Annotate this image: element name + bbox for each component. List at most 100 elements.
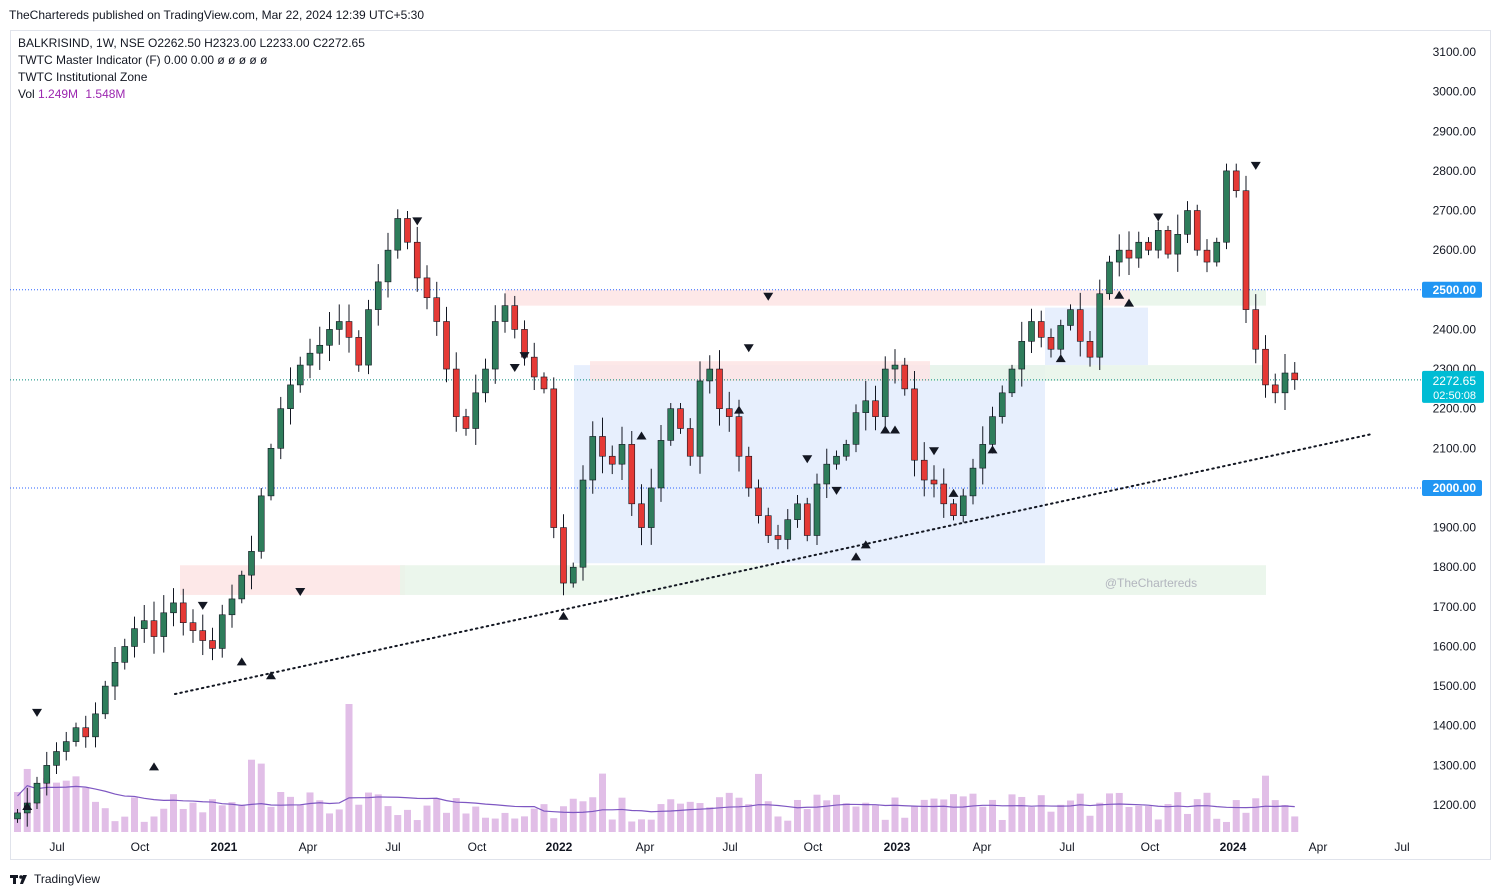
candle-body [511, 305, 519, 330]
candle [813, 473, 821, 546]
volume-bar [725, 792, 733, 832]
candle [725, 391, 733, 432]
candle-body [472, 392, 480, 429]
candle [1037, 310, 1045, 348]
volume-bar [384, 806, 392, 832]
price-tick-label: 1600.00 [1433, 639, 1477, 653]
volume-bar [686, 801, 694, 832]
candle-body [443, 321, 450, 370]
candle [33, 776, 41, 810]
candle [745, 446, 753, 497]
sell-signal-marker [802, 455, 813, 464]
candle [355, 330, 363, 372]
vol-ma-value: 1.548M [85, 87, 126, 101]
volume-bar [969, 793, 977, 832]
candle-body [1262, 348, 1269, 386]
candle-body [482, 368, 489, 394]
buy-signal-marker [22, 802, 33, 810]
price-tick-label: 1200.00 [1433, 798, 1477, 812]
volume-bar [33, 790, 41, 832]
candle-body [998, 392, 1006, 417]
volume-bar [872, 805, 879, 832]
candle-body [43, 765, 51, 784]
volume-bar [1271, 800, 1279, 832]
indicator-master[interactable]: TWTC Master Indicator (F) 0.00 0.00 ø ø … [18, 53, 268, 67]
candle [511, 295, 519, 339]
watermark: @TheChartereds [1105, 576, 1197, 590]
zone-box [505, 289, 1130, 306]
volume-bar [891, 797, 899, 832]
volume-bar [150, 816, 158, 832]
volume-bar [452, 798, 460, 832]
candle-body [404, 218, 411, 243]
volume-bar [462, 813, 470, 832]
last-price-tag [1422, 370, 1484, 403]
volume-bar [72, 776, 80, 832]
candle-body [1232, 170, 1240, 192]
volume-bar [101, 808, 109, 832]
buy-signal-marker [860, 540, 871, 549]
buy-signal-marker [266, 671, 276, 680]
price-tick-label: 2600.00 [1433, 243, 1477, 257]
candle-body [784, 519, 792, 540]
volume-bar [1106, 793, 1113, 832]
volume-bar [881, 819, 889, 832]
volume-bar [920, 799, 928, 832]
candle-body [277, 408, 285, 449]
buy-signal-marker [1124, 298, 1134, 307]
volume-bar [1018, 796, 1026, 832]
candle-body [199, 630, 207, 641]
candle [53, 742, 60, 774]
candle-body [1193, 210, 1201, 251]
volume-legend[interactable]: Vol 1.249M 1.548M [18, 86, 365, 103]
candle-body [306, 352, 314, 366]
vol-label: Vol [18, 87, 35, 101]
candle-body [842, 444, 850, 457]
candle [131, 616, 138, 658]
candle-body [1028, 321, 1035, 342]
candle-body [355, 337, 363, 366]
time-tick-label: Jul [385, 840, 400, 854]
chart-frame [10, 30, 1491, 860]
candle [1242, 175, 1250, 324]
candle [1164, 225, 1172, 259]
candle-body [1271, 384, 1279, 394]
candle [170, 588, 177, 627]
tradingview-footer[interactable]: TradingView [10, 867, 100, 891]
volume-bar [950, 794, 957, 832]
volume-bar [1291, 816, 1299, 832]
volume-bar [764, 801, 772, 832]
candle-body [1018, 341, 1026, 370]
candle-body [121, 646, 129, 663]
volume-bar [1047, 811, 1055, 832]
indicator-zone[interactable]: TWTC Institutional Zone [18, 70, 148, 84]
candle-body [872, 400, 879, 417]
volume-bar [862, 802, 870, 832]
candle-body [911, 388, 918, 461]
volume-bar [1057, 804, 1065, 832]
candle-body [628, 444, 636, 505]
candle-body [238, 574, 246, 600]
candle-body [725, 408, 733, 417]
candle-body [1096, 293, 1104, 358]
candle [891, 349, 899, 384]
candle [716, 350, 723, 426]
volume-bar [959, 796, 967, 832]
volume-bar [218, 805, 226, 832]
candle-body [257, 495, 265, 552]
volume-bar [735, 797, 743, 832]
price-tick-label: 1300.00 [1433, 758, 1477, 772]
candle [677, 403, 684, 434]
candle [1213, 237, 1221, 267]
buy-signal-marker [880, 425, 891, 434]
candle-body [881, 368, 889, 417]
grid-layer [10, 289, 1422, 489]
candle-body [677, 408, 684, 429]
candle-body [1154, 230, 1162, 251]
trendline [174, 433, 1371, 696]
buy-signal-marker [948, 488, 959, 497]
candle-body [1164, 230, 1172, 255]
candle [413, 226, 421, 292]
candle [1203, 239, 1211, 273]
